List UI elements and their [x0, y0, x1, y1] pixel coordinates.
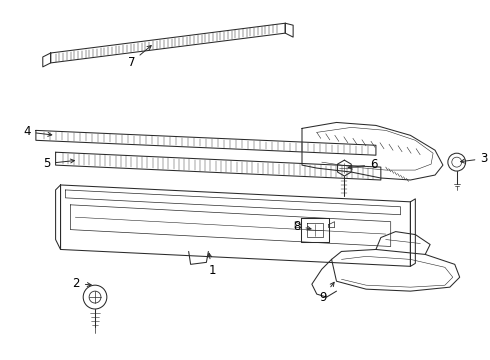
- Text: 6: 6: [348, 158, 377, 171]
- Text: 2: 2: [73, 277, 91, 290]
- Text: 1: 1: [208, 253, 216, 277]
- Text: 4: 4: [23, 125, 52, 138]
- Text: 8: 8: [293, 220, 311, 233]
- Text: 3: 3: [461, 152, 488, 165]
- Text: 9: 9: [319, 282, 334, 304]
- Text: 5: 5: [43, 157, 74, 170]
- Text: 7: 7: [127, 46, 151, 69]
